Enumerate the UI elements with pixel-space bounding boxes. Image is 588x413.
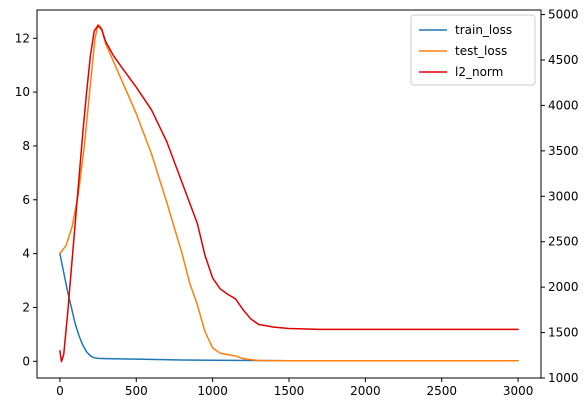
legend-label-test_loss: test_loss <box>455 44 507 58</box>
x-tick-label: 2500 <box>426 384 457 398</box>
y-tick-label-right: 5000 <box>548 8 579 22</box>
y-tick-label-right: 1000 <box>548 371 579 385</box>
plot-frame <box>36 9 542 379</box>
y-tick-label-left: 12 <box>15 31 30 45</box>
series-line-test_loss <box>59 24 519 362</box>
y-tick-label-left: 2 <box>22 300 30 314</box>
y-tick-label-left: 0 <box>22 354 30 368</box>
x-tick-label: 2000 <box>350 384 381 398</box>
x-tick-label: 1500 <box>274 384 305 398</box>
y-tick-label-right: 3000 <box>548 189 579 203</box>
y-tick-label-right: 2500 <box>548 235 579 249</box>
series-layer <box>59 24 519 363</box>
x-axis: 0 500 1000 1500 2000 2500 3000 <box>56 378 533 398</box>
x-tick-label: 3000 <box>503 384 534 398</box>
legend: train_loss test_loss l2_norm <box>410 14 536 86</box>
y-tick-label-right: 3500 <box>548 144 579 158</box>
y-tick-label-right: 4000 <box>548 98 579 112</box>
y-tick-label-left: 4 <box>22 247 30 261</box>
x-tick-label: 1000 <box>197 384 228 398</box>
y-axis-right: 1000 1500 2000 2500 3000 3500 4000 4500 5000 <box>541 8 579 385</box>
y-tick-label-right: 1500 <box>548 326 579 340</box>
y-tick-label-right: 4500 <box>548 53 579 67</box>
x-tick-label: 0 <box>56 384 64 398</box>
y-tick-label-left: 6 <box>22 193 30 207</box>
legend-label-train_loss: train_loss <box>455 23 512 37</box>
y-axis-left: 0 2 4 6 8 10 12 <box>15 31 37 368</box>
legend-box <box>410 14 536 86</box>
legend-label-l2_norm: l2_norm <box>455 65 503 79</box>
y-tick-label-right: 2000 <box>548 280 579 294</box>
y-tick-label-left: 8 <box>22 139 30 153</box>
x-tick-label: 500 <box>125 384 148 398</box>
y-tick-label-left: 10 <box>15 85 30 99</box>
series-line-l2_norm <box>59 24 519 363</box>
